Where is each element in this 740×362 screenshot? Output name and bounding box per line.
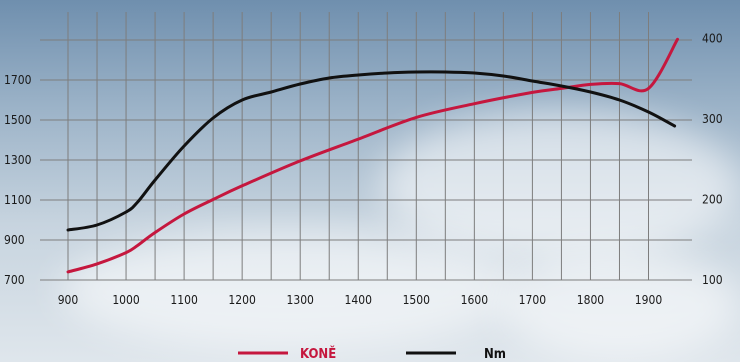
x-tick-label: 1900: [635, 293, 663, 307]
left-y-tick-label: 1100: [4, 193, 32, 207]
torque-line: [66, 70, 677, 232]
left-y-tick-label: 1500: [4, 113, 32, 127]
left-y-tick-label: 700: [4, 273, 25, 287]
right-y-tick-label: 200: [702, 193, 723, 207]
left-y-tick-label: 1300: [4, 153, 32, 167]
left-y-axis-ticks: 700 900 1100 1300 1500 1700: [4, 73, 32, 287]
x-tick-label: 1700: [519, 293, 547, 307]
background-cloud: [60, 230, 520, 350]
right-y-tick-label: 400: [702, 32, 723, 46]
legend-torque-label: Nm: [484, 347, 506, 362]
x-tick-label: 900: [58, 293, 79, 307]
right-y-tick-label: 300: [702, 112, 723, 126]
x-tick-label: 1100: [170, 293, 198, 307]
x-tick-label: 1000: [112, 293, 140, 307]
x-tick-label: 1300: [286, 293, 314, 307]
legend: KONĚ Nm: [238, 346, 506, 362]
x-tick-label: 1400: [345, 293, 373, 307]
x-tick-label: 1600: [461, 293, 489, 307]
x-tick-label: 1200: [228, 293, 256, 307]
right-y-tick-label: 100: [702, 273, 723, 287]
background-cloud: [500, 250, 740, 360]
background-cloud: [380, 110, 740, 260]
horsepower-line: [66, 37, 679, 274]
legend-horsepower-label: KONĚ: [300, 346, 336, 362]
series-lines: [66, 37, 679, 274]
x-tick-label: 1500: [403, 293, 431, 307]
x-tick-label: 1800: [577, 293, 605, 307]
right-y-axis-ticks: 100 200 300 400: [702, 32, 723, 288]
left-y-tick-label: 900: [4, 233, 25, 247]
x-axis-ticks: 900 1000 1100 1200 1300 1400 1500 1600 1700 1800 1…: [58, 293, 663, 307]
chart-grid: [40, 12, 692, 281]
left-y-tick-label: 1700: [4, 73, 32, 87]
